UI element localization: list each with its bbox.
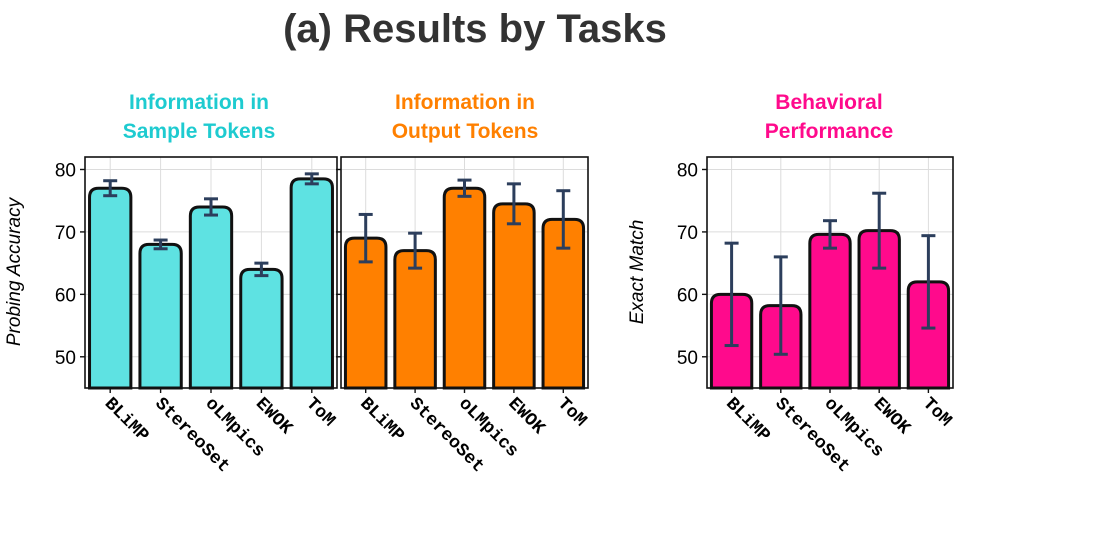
- x-tick-label-blimp: BLiMP: [721, 394, 773, 446]
- y-tick-label: 70: [677, 223, 698, 244]
- y-tick-label: 50: [677, 348, 698, 369]
- bar-olmpics: [808, 232, 852, 390]
- panel-title: Information in Output Tokens: [392, 91, 539, 143]
- figure-title: (a) Results by Tasks: [283, 7, 667, 51]
- chart-panel-1: Information in Sample Tokens 50 60 70 80 Probi…: [4, 91, 339, 477]
- x-tick-label-tom: ToM: [553, 394, 590, 431]
- chart-panel-3: Behavioral Performance 50 60 70 80 Exact Match…: [627, 91, 955, 477]
- bar-tom: [906, 280, 951, 390]
- bar-olmpics: [442, 186, 487, 390]
- x-tick-label-ewok: EWOK: [504, 394, 549, 439]
- bar-olmpics: [188, 205, 234, 390]
- y-axis-label: Probing Accuracy: [4, 196, 25, 346]
- y-axis-label: Exact Match: [627, 220, 648, 325]
- y-tick-label: 80: [55, 160, 76, 181]
- x-tick-label-blimp: BLiMP: [355, 394, 407, 446]
- y-tick-label: 50: [55, 348, 76, 369]
- bar-blimp: [343, 236, 388, 390]
- y-tick-label: 60: [677, 285, 698, 306]
- bar-ewok: [492, 202, 536, 390]
- bar-tom: [289, 177, 334, 390]
- bar-stereoset: [393, 249, 437, 390]
- bar-ewok: [239, 267, 284, 390]
- y-tick-label: 70: [55, 223, 76, 244]
- x-tick-label-tom: ToM: [918, 394, 955, 431]
- x-tick-label-blimp: BLiMP: [100, 394, 152, 446]
- chart-panel-2: Information in Output TokensBLiMPStereoSe…: [336, 91, 590, 477]
- bar-ewok: [857, 229, 901, 390]
- chart-panels: Information in Sample Tokens 50 60 70 80 Probi…: [4, 91, 955, 477]
- panel-title: Information in Sample Tokens: [123, 91, 276, 143]
- y-tick-label: 60: [55, 285, 76, 306]
- x-tick-label-tom: ToM: [302, 394, 339, 431]
- bar-blimp: [88, 186, 133, 390]
- bar-tom: [541, 217, 586, 390]
- bar-stereoset: [138, 242, 183, 390]
- y-tick-label: 80: [677, 160, 698, 181]
- x-tick-label-ewok: EWOK: [251, 394, 296, 439]
- x-tick-label-ewok: EWOK: [869, 394, 914, 439]
- panel-title: Behavioral Performance: [765, 91, 893, 143]
